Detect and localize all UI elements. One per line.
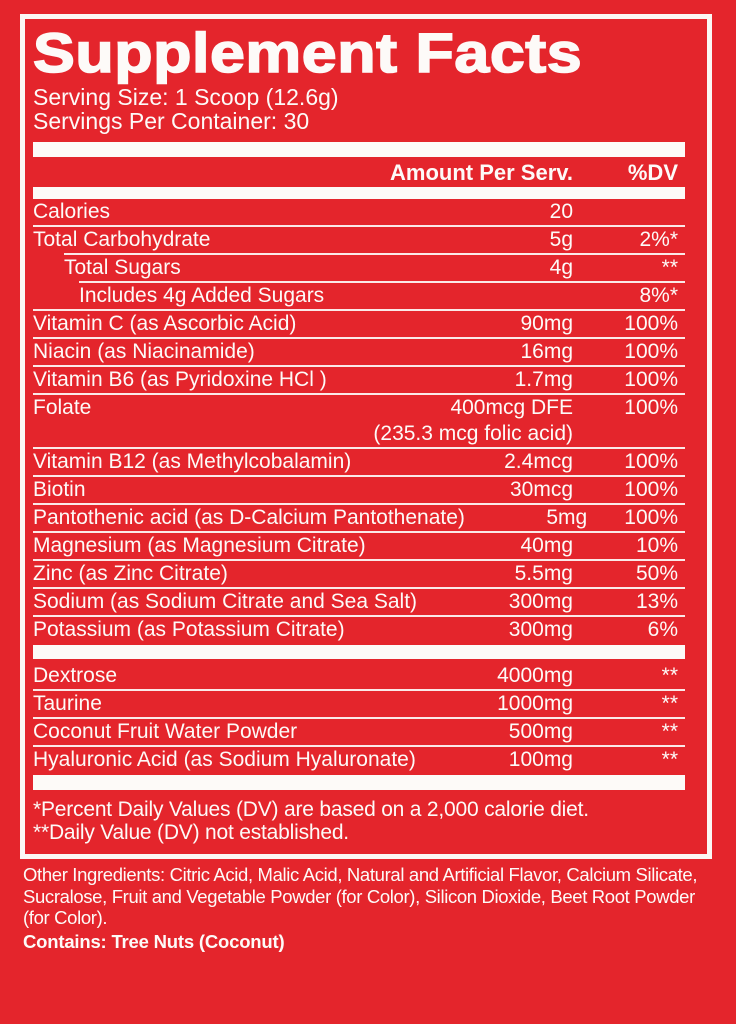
nutrient-amount: 40mg (520, 534, 573, 557)
nutrient-dv: 100% (624, 396, 678, 419)
table-row: Hyaluronic Acid (as Sodium Hyaluronate) 1… (33, 745, 685, 773)
nutrient-dv: 50% (635, 562, 678, 585)
nutrient-dv: 6% (647, 618, 678, 641)
table-row: Pantothenic acid (as D-Calcium Pantothen… (33, 503, 685, 531)
other-ingredients-text: Other Ingredients: Citric Acid, Malic Ac… (23, 864, 698, 928)
footnote-daily-values: *Percent Daily Values (DV) are based on … (33, 798, 589, 821)
nutrient-amount: 5mg (546, 506, 588, 529)
serving-size: Serving Size: 1 Scoop (12.6g) (33, 84, 339, 110)
nutrient-dv (580, 199, 685, 225)
nutrient-amount: 16mg (520, 340, 573, 363)
nutrient-amount: 1000mg (497, 692, 573, 715)
divider-bar (33, 187, 685, 199)
supplement-facts-panel: Supplement Facts Serving Size: 1 Scoop (… (20, 14, 712, 859)
nutrient-amount: 5g (549, 228, 573, 251)
nutrient-amount: 5.5mg (514, 562, 573, 585)
nutrient-amount: 100mg (508, 748, 573, 771)
nutrient-amount: 30mcg (509, 478, 573, 501)
table-row: Taurine 1000mg ** (33, 689, 685, 717)
nutrient-name: Total Carbohydrate (33, 228, 211, 251)
nutrient-dv: ** (661, 748, 678, 771)
nutrient-name: Magnesium (as Magnesium Citrate) (33, 534, 366, 557)
nutrient-name: Niacin (as Niacinamide) (33, 340, 255, 363)
nutrient-name: Vitamin B6 (as Pyridoxine HCl ) (33, 368, 327, 391)
column-header-dv: %DV (627, 160, 678, 185)
nutrient-amount: 90mg (520, 312, 573, 335)
table-header: Amount Per Serv. %DV (33, 159, 685, 187)
nutrient-amount: 400mcg DFE (450, 396, 573, 419)
nutrient-name: Coconut Fruit Water Powder (33, 720, 298, 743)
nutrient-name: Calories (33, 200, 111, 223)
nutrient-dv: 100% (624, 312, 678, 335)
nutrient-name: Includes 4g Added Sugars (79, 284, 325, 307)
table-row: Folate 400mcg DFE 100% (33, 393, 685, 421)
table-row: Dextrose 4000mg ** (33, 663, 685, 689)
nutrient-dv: ** (661, 720, 678, 743)
nutrient-name: Hyaluronic Acid (as Sodium Hyaluronate) (33, 748, 416, 771)
nutrient-dv: 100% (624, 340, 678, 363)
nutrient-name: Sodium (as Sodium Citrate and Sea Salt) (33, 590, 418, 613)
nutrient-dv: 10% (635, 534, 678, 557)
other-actives-table: Dextrose 4000mg ** Taurine 1000mg ** Coconut F… (33, 663, 685, 773)
nutrient-subnote: (235.3 mcg folic acid) (373, 422, 573, 445)
nutrient-dv: 100% (624, 368, 678, 391)
panel-title: Supplement Facts (32, 21, 583, 84)
nutrient-name: Folate (33, 396, 92, 419)
table-row: Magnesium (as Magnesium Citrate) 40mg 10% (33, 531, 685, 559)
table-row: Potassium (as Potassium Citrate) 300mg 6% (33, 615, 685, 643)
nutrient-dv: 8%* (639, 284, 678, 307)
nutrient-name: Pantothenic acid (as D-Calcium Pantothen… (33, 506, 465, 529)
nutrient-amount: 500mg (508, 720, 573, 743)
divider-bar (33, 142, 685, 157)
nutrient-dv: 2%* (639, 228, 678, 251)
table-row: Biotin 30mcg 100% (33, 475, 685, 503)
nutrient-name: Taurine (33, 692, 102, 715)
table-row: Calories 20 (33, 199, 685, 225)
column-header-amount: Amount Per Serv. (390, 160, 573, 185)
nutrient-dv: ** (661, 664, 678, 687)
other-ingredients-section: Other Ingredients: Citric Acid, Malic Ac… (23, 864, 725, 953)
divider-bar (33, 775, 685, 790)
table-row: Vitamin C (as Ascorbic Acid) 90mg 100% (33, 309, 685, 337)
nutrient-dv: 100% (624, 478, 678, 501)
table-row: Sodium (as Sodium Citrate and Sea Salt) 3… (33, 587, 685, 615)
nutrient-amount: 2.4mcg (504, 450, 573, 473)
contains-statement: Contains: Tree Nuts (Coconut) (23, 930, 285, 952)
nutrient-name: Total Sugars (64, 256, 181, 279)
table-row: Vitamin B12 (as Methylcobalamin) 2.4mcg 10… (33, 447, 685, 475)
nutrient-amount: 4g (549, 256, 573, 279)
nutrient-amount: 1.7mg (514, 368, 573, 391)
table-row: Total Carbohydrate 5g 2%* (33, 225, 685, 253)
nutrient-amount (430, 283, 580, 309)
table-row: Total Sugars 4g ** (64, 253, 685, 281)
nutrient-name: Zinc (as Zinc Citrate) (33, 562, 228, 585)
table-row: Vitamin B6 (as Pyridoxine HCl ) 1.7mg 100% (33, 365, 685, 393)
nutrient-dv: 13% (635, 590, 678, 613)
nutrient-name: Vitamin C (as Ascorbic Acid) (33, 312, 297, 335)
divider-bar (33, 645, 685, 659)
nutrient-amount: 300mg (508, 618, 573, 641)
nutrient-amount: 4000mg (497, 664, 573, 687)
table-row: Coconut Fruit Water Powder 500mg ** (33, 717, 685, 745)
table-row: Includes 4g Added Sugars 8%* (79, 281, 685, 309)
nutrient-name: Dextrose (33, 664, 118, 687)
nutrient-name: Biotin (33, 478, 86, 501)
nutrients-table: Calories 20 Total Carbohydrate 5g 2%* Total S… (33, 199, 685, 643)
nutrient-name: Potassium (as Potassium Citrate) (33, 618, 345, 641)
table-row: Zinc (as Zinc Citrate) 5.5mg 50% (33, 559, 685, 587)
nutrient-dv: 100% (624, 450, 678, 473)
nutrient-dv: 100% (624, 506, 678, 529)
servings-per-container: Servings Per Container: 30 (33, 107, 310, 134)
nutrient-dv: ** (661, 256, 678, 279)
nutrient-amount: 20 (549, 200, 573, 223)
nutrient-dv: ** (661, 692, 678, 715)
nutrient-amount: 300mg (508, 590, 573, 613)
footnotes: *Percent Daily Values (DV) are based on … (33, 798, 685, 844)
footnote-not-established: **Daily Value (DV) not established. (33, 820, 349, 844)
nutrient-name: Vitamin B12 (as Methylcobalamin) (33, 450, 352, 473)
table-row: Niacin (as Niacinamide) 16mg 100% (33, 337, 685, 365)
